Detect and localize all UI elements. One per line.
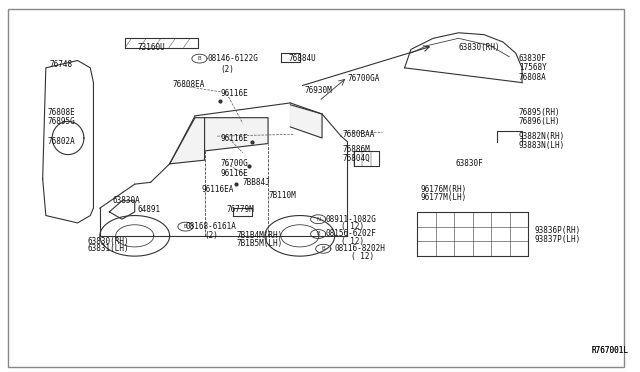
Text: 7BB84J: 7BB84J	[243, 178, 271, 187]
Text: 7B1B4M(RH): 7B1B4M(RH)	[236, 231, 283, 240]
Text: ( 12): ( 12)	[341, 237, 364, 246]
Text: 76886M: 76886M	[343, 145, 371, 154]
Text: 08146-6122G: 08146-6122G	[208, 54, 259, 63]
Text: 63830A: 63830A	[113, 196, 140, 205]
Text: 76804Q: 76804Q	[343, 154, 371, 163]
Text: 17568Y: 17568Y	[519, 63, 547, 72]
Text: 76808A: 76808A	[519, 73, 547, 81]
Text: R767001L: R767001L	[592, 346, 629, 355]
Text: 63831(LH): 63831(LH)	[87, 244, 129, 253]
Polygon shape	[170, 118, 205, 164]
Text: 64891: 64891	[138, 205, 161, 215]
Text: 76808E: 76808E	[47, 108, 75, 117]
Text: ( 12): ( 12)	[341, 222, 364, 231]
Text: 08168-6161A: 08168-6161A	[186, 222, 236, 231]
Text: 76700G: 76700G	[220, 159, 248, 169]
Text: 76808EA: 76808EA	[173, 80, 205, 89]
Text: 76748: 76748	[49, 60, 72, 69]
Text: 76884U: 76884U	[289, 54, 316, 63]
Text: 08156-6202F: 08156-6202F	[325, 230, 376, 238]
Text: 08911-1082G: 08911-1082G	[325, 215, 376, 224]
Text: B: B	[316, 231, 320, 237]
Text: 96116EA: 96116EA	[202, 185, 234, 194]
Text: 76895(RH): 76895(RH)	[519, 108, 561, 117]
Text: 7680BAA: 7680BAA	[343, 130, 376, 139]
Text: B: B	[184, 224, 188, 229]
Text: 76700GA: 76700GA	[348, 74, 380, 83]
Text: B: B	[321, 246, 325, 251]
Text: B: B	[198, 56, 202, 61]
Text: 73160U: 73160U	[138, 43, 166, 52]
Text: (2): (2)	[205, 231, 218, 240]
Text: 63830F: 63830F	[519, 54, 547, 63]
Text: (2): (2)	[220, 65, 234, 74]
Text: 76802A: 76802A	[47, 137, 75, 146]
Text: 96116E: 96116E	[220, 169, 248, 177]
Text: 93882N(RH): 93882N(RH)	[519, 132, 565, 141]
Text: 76930M: 76930M	[305, 86, 333, 94]
Text: 96177M(LH): 96177M(LH)	[420, 193, 467, 202]
Text: 63830F: 63830F	[456, 159, 483, 169]
Text: 08116-8202H: 08116-8202H	[335, 244, 386, 253]
Text: R767001L: R767001L	[592, 346, 629, 355]
Text: 93837P(LH): 93837P(LH)	[535, 235, 581, 244]
Text: 7B1B5M(LH): 7B1B5M(LH)	[236, 239, 283, 248]
Text: 63830(RH): 63830(RH)	[87, 237, 129, 246]
Polygon shape	[291, 105, 322, 138]
Text: 7B110M: 7B110M	[268, 191, 296, 200]
Polygon shape	[205, 118, 268, 151]
Text: 76895G: 76895G	[47, 117, 75, 126]
Text: 93883N(LH): 93883N(LH)	[519, 141, 565, 150]
Text: 96116E: 96116E	[220, 89, 248, 98]
Text: N: N	[316, 217, 320, 222]
Text: 76896(LH): 76896(LH)	[519, 117, 561, 126]
Text: 93836P(RH): 93836P(RH)	[535, 226, 581, 235]
Text: 96116E: 96116E	[220, 134, 248, 142]
Text: 76779M: 76779M	[227, 205, 255, 215]
Text: ( 12): ( 12)	[351, 251, 374, 261]
Text: 63830(RH): 63830(RH)	[458, 43, 500, 52]
Text: 96176M(RH): 96176M(RH)	[420, 185, 467, 194]
